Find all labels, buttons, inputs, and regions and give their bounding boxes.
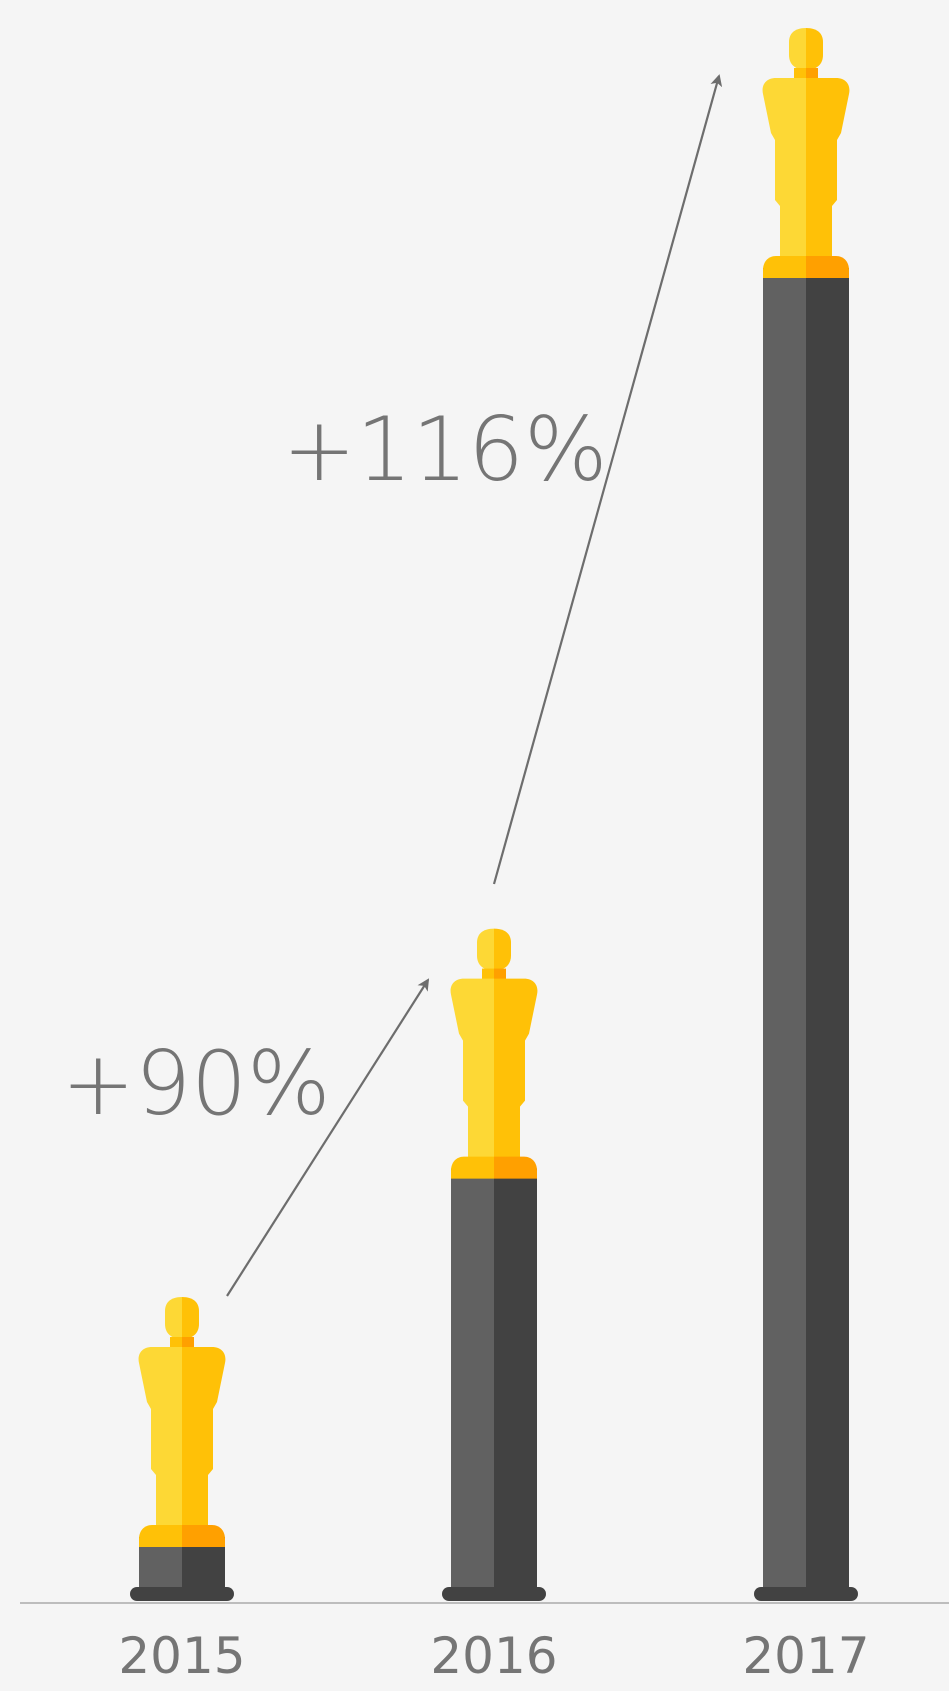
x-tick-label: 2016 bbox=[430, 1627, 557, 1685]
oscar-statue-icon bbox=[138, 1297, 226, 1547]
growth-percent-label: +90% bbox=[61, 1032, 330, 1135]
oscar-statue-icon bbox=[450, 928, 538, 1179]
x-tick-label: 2015 bbox=[118, 1627, 245, 1685]
bar bbox=[754, 268, 858, 1601]
trophies-group bbox=[138, 28, 850, 1547]
growth-arrow bbox=[226, 978, 430, 1297]
growth-arrow bbox=[492, 74, 723, 885]
bars-group bbox=[130, 268, 858, 1601]
labels-group: 2015 2016 2017 +90% +116% bbox=[61, 398, 869, 1685]
oscar-statue-icon bbox=[762, 28, 850, 278]
bar bbox=[442, 1168, 546, 1601]
growth-arrows-group bbox=[226, 74, 723, 1297]
x-tick-label: 2017 bbox=[742, 1627, 869, 1685]
growth-percent-label: +116% bbox=[282, 398, 607, 501]
